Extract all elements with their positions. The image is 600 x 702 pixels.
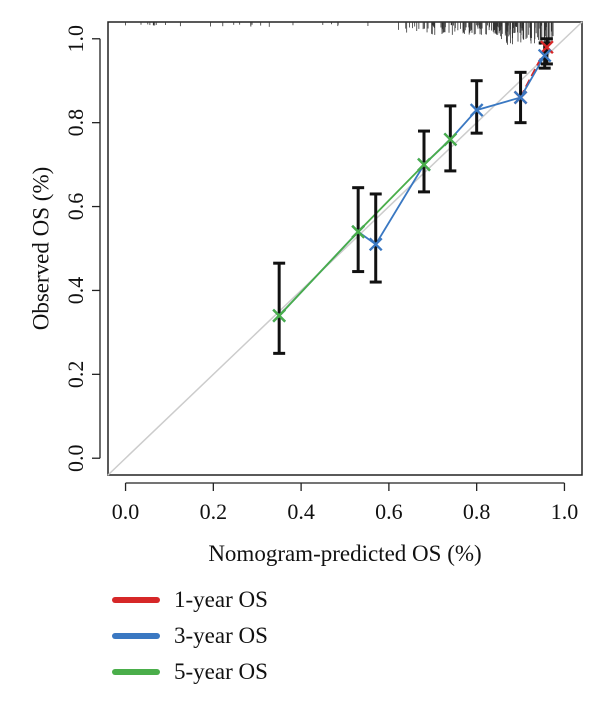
point-marker-stroke bbox=[537, 48, 552, 63]
point-marker-stroke bbox=[443, 132, 458, 147]
series-line-2 bbox=[278, 138, 451, 317]
x-tick-label: 0.2 bbox=[200, 499, 228, 524]
point-marker bbox=[417, 157, 431, 172]
point-marker bbox=[351, 224, 366, 239]
legend-swatch-1-year bbox=[112, 597, 160, 603]
series-lines bbox=[278, 46, 548, 317]
point-marker bbox=[537, 48, 552, 63]
legend-label-1-year: 1-year OS bbox=[174, 587, 268, 612]
point-marker bbox=[540, 40, 554, 55]
legend-swatch-3-year bbox=[112, 633, 160, 639]
point-marker bbox=[272, 308, 287, 323]
x-tick-label: 0.0 bbox=[112, 499, 140, 524]
y-tick-label: 0.8 bbox=[63, 109, 88, 136]
point-marker-stroke bbox=[540, 40, 554, 55]
y-tick-label: 0.4 bbox=[63, 277, 88, 305]
legend: 1-year OS 3-year OS 5-year OS bbox=[112, 582, 268, 690]
y-axis-title: Observed OS (%) bbox=[28, 167, 53, 331]
y-tick-label: 0.0 bbox=[63, 444, 88, 472]
series-line-1 bbox=[278, 55, 546, 317]
point-marker-stroke bbox=[513, 90, 528, 105]
x-tick-label: 1.0 bbox=[551, 499, 579, 524]
x-tick-label: 0.4 bbox=[287, 499, 315, 524]
y-tick-label: 0.2 bbox=[63, 361, 88, 389]
calibration-chart: 0.0 0.2 0.4 0.6 0.8 1.0 0.0 0.2 0.4 0.6 0.8 1.0 No… bbox=[28, 21, 583, 566]
legend-label-3-year: 3-year OS bbox=[174, 623, 268, 648]
point-marker-stroke bbox=[368, 237, 383, 252]
legend-swatch-5-year bbox=[112, 669, 160, 675]
point-marker bbox=[443, 132, 458, 147]
x-axis-title: Nomogram-predicted OS (%) bbox=[208, 541, 481, 566]
point-marker-stroke bbox=[351, 224, 366, 239]
reference-diagonal bbox=[107, 21, 583, 476]
series-line-0 bbox=[519, 46, 548, 99]
legend-item-3-year: 3-year OS bbox=[112, 618, 268, 654]
y-axis: 0.0 0.2 0.4 0.6 0.8 1.0 bbox=[63, 25, 101, 472]
point-marker bbox=[513, 90, 528, 105]
y-tick-label: 1.0 bbox=[63, 25, 88, 53]
point-marker bbox=[469, 103, 484, 117]
point-markers bbox=[272, 40, 554, 323]
legend-item-1-year: 1-year OS bbox=[112, 582, 268, 618]
x-tick-label: 0.8 bbox=[463, 499, 491, 524]
legend-label-5-year: 5-year OS bbox=[174, 659, 268, 684]
legend-item-5-year: 5-year OS bbox=[112, 654, 268, 690]
rug-marks bbox=[125, 22, 554, 45]
y-tick-label: 0.6 bbox=[63, 193, 88, 221]
error-bars bbox=[273, 37, 553, 355]
plot-frame bbox=[107, 21, 583, 476]
point-marker-stroke bbox=[417, 157, 431, 172]
x-axis: 0.0 0.2 0.4 0.6 0.8 1.0 bbox=[112, 482, 579, 524]
point-marker-stroke bbox=[272, 308, 287, 323]
point-marker bbox=[368, 237, 383, 252]
point-marker-stroke bbox=[469, 103, 484, 117]
x-tick-label: 0.6 bbox=[375, 499, 403, 524]
